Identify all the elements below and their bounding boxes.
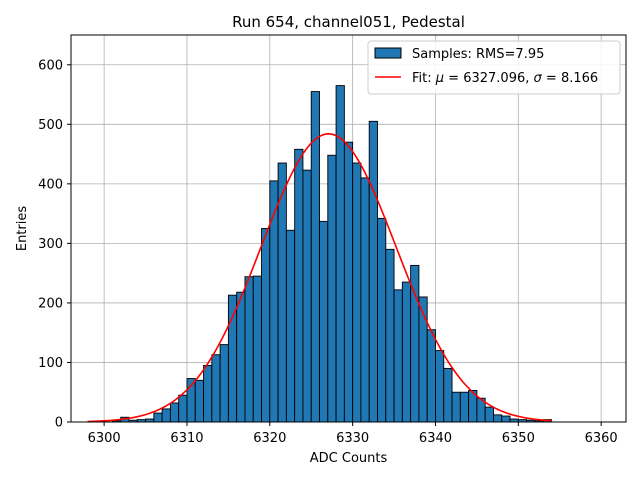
x-tick-label: 6320 <box>253 431 286 446</box>
y-axis-ticks: 0 100 200 300 400 500 600 <box>38 58 71 431</box>
legend-label-samples: Samples: RMS=7.95 <box>412 47 544 62</box>
histogram-bar <box>203 364 213 423</box>
histogram-bar <box>194 379 204 423</box>
histogram-bar <box>294 148 304 423</box>
histogram-bar <box>368 120 378 423</box>
y-tick-label: 100 <box>38 356 63 371</box>
legend-box <box>367 40 621 95</box>
histogram-bar <box>352 162 362 423</box>
x-tick-label: 6350 <box>502 431 535 446</box>
histogram-bar <box>236 291 246 423</box>
histogram-bar <box>435 350 445 423</box>
legend-label-fit: Fit: μ = 6327.096, σ = 8.166 <box>412 71 598 86</box>
plot-frame <box>70 34 627 423</box>
histogram-bar <box>219 344 229 423</box>
x-tick-label: 6360 <box>585 431 618 446</box>
histogram-bar <box>451 391 461 423</box>
histogram-bar <box>418 296 428 423</box>
y-tick-label: 400 <box>38 177 63 192</box>
x-tick-label: 6300 <box>88 431 121 446</box>
histogram-bar <box>211 354 221 423</box>
histogram-bar <box>269 180 279 423</box>
histogram-bar <box>302 169 312 423</box>
histogram-bar <box>252 275 262 423</box>
histogram-bar <box>161 408 171 423</box>
histogram-bar <box>360 177 370 423</box>
y-tick-label: 300 <box>38 237 63 252</box>
histogram-bar <box>493 414 503 423</box>
x-tick-label: 6310 <box>170 431 203 446</box>
histogram-bar <box>261 228 271 423</box>
legend: Samples: RMS=7.95 Fit: μ = 6327.096, σ =… <box>367 40 621 95</box>
legend-sigma-value: 8.166 <box>561 71 598 86</box>
x-tick-label: 6330 <box>336 431 369 446</box>
histogram-bar <box>178 394 188 423</box>
histogram-bar <box>459 391 470 423</box>
histogram-bar <box>426 329 436 423</box>
histogram-bars <box>111 85 552 423</box>
histogram-bar <box>377 217 387 423</box>
histogram-bar <box>393 289 403 423</box>
histogram-bar <box>401 281 412 423</box>
y-tick-label: 0 <box>55 416 63 431</box>
histogram-bar <box>327 154 337 423</box>
y-tick-label: 200 <box>38 296 63 311</box>
chart-title: Run 654, channel051, Pedestal <box>232 13 465 31</box>
legend-mu-symbol: μ <box>435 71 444 86</box>
histogram-bar <box>319 220 329 423</box>
y-tick-label: 500 <box>38 118 63 133</box>
y-tick-label: 600 <box>38 58 63 73</box>
histogram-bar <box>244 276 254 423</box>
histogram-bar <box>169 402 180 423</box>
histogram-bar <box>501 415 511 423</box>
legend-mu-value: 6327.096 <box>463 71 525 86</box>
histogram-bar <box>443 367 453 423</box>
y-axis-label: Entries <box>15 206 30 252</box>
x-tick-label: 6340 <box>419 431 452 446</box>
histogram-bar <box>285 229 296 423</box>
x-axis-label: ADC Counts <box>310 451 388 466</box>
histogram-bar <box>385 248 395 423</box>
fit-curve <box>87 133 552 423</box>
legend-swatch-samples <box>374 47 402 59</box>
x-axis-ticks: 6300 6310 6320 6330 6340 6350 6360 <box>88 422 618 446</box>
legend-sigma-symbol: σ <box>534 71 543 86</box>
histogram-bar <box>484 406 494 423</box>
histogram-bar <box>343 141 354 423</box>
histogram-bar <box>227 294 238 423</box>
histogram-bar <box>153 412 163 423</box>
